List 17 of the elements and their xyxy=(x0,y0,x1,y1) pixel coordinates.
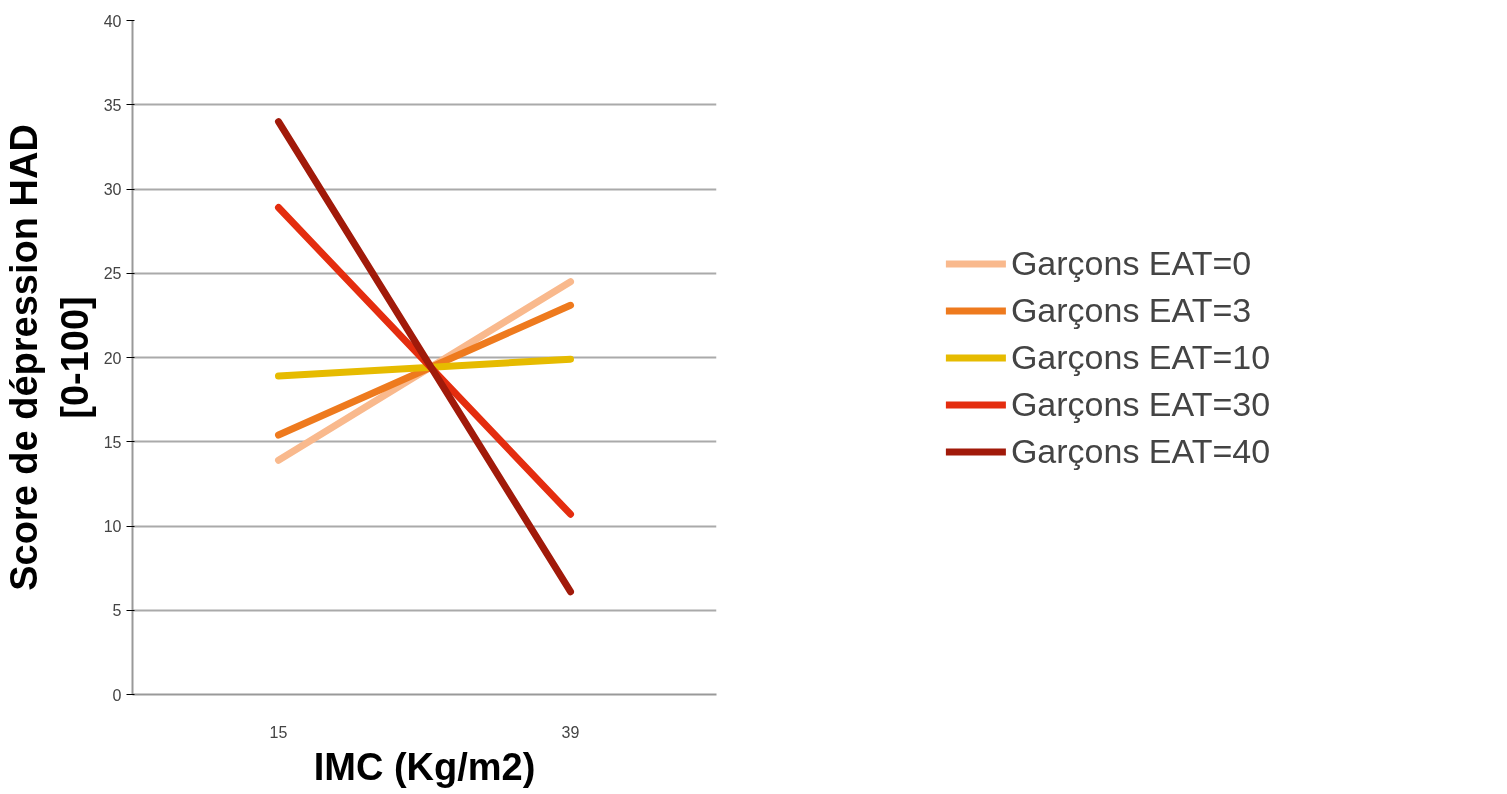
legend-label: Garçons EAT=3 xyxy=(1010,290,1252,330)
x-tick-label: 39 xyxy=(561,723,580,741)
legend-label: Garçons EAT=10 xyxy=(1010,337,1271,377)
y-tick-label: 5 xyxy=(112,602,122,620)
legend-label: Garçons EAT=0 xyxy=(1010,243,1252,283)
y-tick-label: 10 xyxy=(103,518,122,535)
y-tick-label: 15 xyxy=(103,433,122,451)
y-tick-label: 25 xyxy=(103,265,122,283)
y-tick-label: 20 xyxy=(103,349,122,367)
y-axis-title: Score de dépression HAD [0-100] xyxy=(3,124,96,591)
y-tick-label: 35 xyxy=(103,96,122,114)
y-tick-label: 0 xyxy=(112,686,122,704)
x-axis-title: IMC (Kg/m2) xyxy=(313,745,536,788)
legend-label: Garçons EAT=40 xyxy=(1010,431,1271,471)
y-tick-label: 30 xyxy=(103,181,122,198)
y-tick-label: 40 xyxy=(103,12,122,30)
legend-label: Garçons EAT=30 xyxy=(1010,384,1271,424)
